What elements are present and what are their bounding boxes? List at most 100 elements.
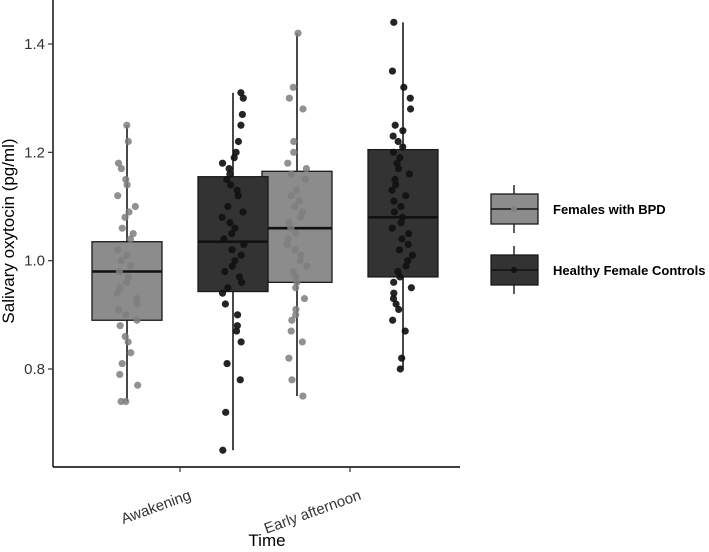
data-point: [231, 257, 239, 265]
data-point: [292, 186, 300, 194]
legend: Females with BPD Healthy Female Controls: [490, 185, 705, 294]
data-point: [301, 175, 310, 184]
y-tick-label: 0.8: [24, 361, 45, 378]
data-point: [390, 289, 398, 297]
data-point: [285, 219, 293, 227]
data-point: [397, 202, 405, 211]
data-point: [220, 235, 228, 243]
data-point: [126, 235, 135, 243]
data-point: [294, 29, 302, 37]
data-point: [287, 192, 295, 200]
data-point: [238, 110, 246, 119]
data-point: [124, 273, 132, 281]
data-point: [131, 202, 139, 211]
data-point: [389, 148, 398, 156]
data-point: [116, 370, 124, 379]
data-point: [287, 170, 295, 178]
data-point: [115, 305, 123, 314]
data-point: [394, 267, 402, 276]
data-point: [402, 262, 410, 270]
data-point: [117, 397, 125, 406]
data-point: [300, 294, 309, 303]
data-point: [221, 267, 229, 276]
data-point: [394, 137, 402, 146]
data-point: [123, 278, 131, 286]
legend-label: Healthy Female Controls: [553, 263, 705, 278]
data-point: [398, 354, 406, 362]
data-point: [290, 148, 298, 156]
data-point: [389, 294, 398, 303]
data-point: [389, 132, 397, 140]
data-point: [292, 284, 300, 292]
data-point: [408, 251, 417, 259]
data-point: [123, 121, 131, 129]
data-point: [392, 181, 400, 189]
data-point: [402, 192, 410, 200]
data-point: [121, 332, 129, 341]
data-point: [285, 354, 293, 362]
data-point: [239, 94, 247, 102]
data-point: [116, 284, 124, 292]
data-point: [299, 105, 307, 113]
data-point: [397, 219, 405, 227]
data-point: [134, 381, 142, 389]
data-point: [287, 327, 295, 335]
data-point: [124, 137, 132, 146]
x-axis-title: Time: [248, 531, 285, 550]
y-tick-label: 1.0: [24, 253, 45, 270]
data-point: [237, 338, 245, 346]
data-point: [237, 121, 245, 129]
data-point: [287, 224, 295, 232]
legend-point: [511, 267, 517, 273]
data-point: [392, 300, 400, 308]
data-point: [292, 273, 300, 281]
data-point: [224, 202, 232, 211]
data-point: [404, 240, 412, 249]
data-point: [116, 322, 124, 330]
data-point: [284, 235, 292, 243]
data-point: [117, 164, 125, 173]
data-point: [233, 186, 241, 194]
data-point: [232, 327, 241, 335]
data-point: [127, 262, 135, 270]
y-tick-label: 1.4: [24, 36, 45, 53]
data-point: [283, 240, 291, 249]
data-point: [223, 359, 231, 368]
data-point: [234, 192, 242, 200]
data-point: [401, 327, 409, 335]
y-tick-label: 1.2: [24, 144, 45, 161]
data-point: [399, 143, 407, 151]
data-point: [235, 273, 244, 281]
data-point: [390, 278, 398, 286]
data-point: [218, 159, 227, 167]
data-point: [290, 137, 298, 146]
y-axis-title: Salivary oxytocin (pg/ml): [0, 138, 18, 323]
data-point: [396, 154, 404, 162]
data-point: [404, 257, 412, 265]
data-point: [388, 224, 396, 232]
data-point: [405, 229, 413, 238]
data-point: [233, 322, 241, 330]
data-point: [302, 164, 310, 173]
data-point: [292, 305, 300, 314]
data-point: [396, 365, 404, 373]
data-point: [114, 159, 123, 167]
box-bpd-afternoon: [261, 33, 333, 397]
data-point: [228, 229, 236, 238]
data-point: [399, 127, 407, 135]
data-point: [224, 284, 232, 292]
data-point: [289, 267, 297, 276]
data-point: [133, 316, 141, 324]
data-point: [240, 240, 248, 249]
data-point: [219, 446, 227, 454]
data-point: [125, 208, 133, 216]
data-point: [129, 229, 137, 238]
data-point: [226, 170, 234, 178]
data-point: [124, 338, 132, 346]
box-bpd-awakening: [91, 125, 163, 402]
data-point: [391, 175, 399, 184]
data-point: [289, 83, 297, 91]
data-point: [406, 105, 415, 113]
data-point: [291, 202, 299, 211]
data-point: [121, 213, 129, 221]
